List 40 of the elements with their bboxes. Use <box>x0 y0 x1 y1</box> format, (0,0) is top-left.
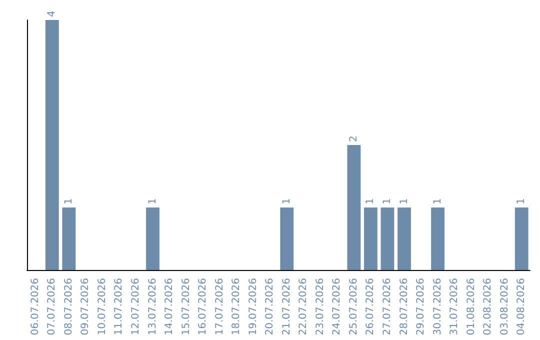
x-tick-label: 29.07.2026 <box>416 278 427 336</box>
x-tick-label: 18.07.2026 <box>231 278 242 336</box>
x-tick-label: 02.08.2026 <box>482 278 494 336</box>
x-tick-label: 23.07.2026 <box>314 278 326 336</box>
x-tick-label: 24.07.2026 <box>332 278 343 336</box>
data-label: 2 <box>348 136 360 142</box>
x-tick-label: 20.07.2026 <box>264 278 276 336</box>
x-tick-label: 11.07.2026 <box>114 278 125 336</box>
x-tick-label: 07.07.2026 <box>46 278 58 336</box>
x-tick-label: 03.08.2026 <box>499 278 510 336</box>
data-label: 1 <box>398 198 410 204</box>
x-tick-label: 28.07.2026 <box>398 278 410 336</box>
x-tick-label: 30.07.2026 <box>432 278 444 336</box>
x-tick-label: 12.07.2026 <box>130 278 142 336</box>
data-label: 1 <box>365 198 376 204</box>
x-tick-label: 17.07.2026 <box>214 278 226 336</box>
x-tick-label: 26.07.2026 <box>365 278 376 336</box>
x-tick-label: 14.07.2026 <box>164 278 176 336</box>
x-tick-label: 25.07.2026 <box>348 278 360 336</box>
x-tick-label: 27.07.2026 <box>382 278 393 336</box>
x-tick-label: 06.07.2026 <box>30 278 41 336</box>
data-label: 1 <box>432 198 444 204</box>
x-tick-label: 16.07.2026 <box>198 278 209 336</box>
x-tick-label: 08.07.2026 <box>63 278 74 336</box>
x-tick-label: 21.07.2026 <box>281 278 292 336</box>
data-label: 1 <box>281 198 292 204</box>
data-label: 1 <box>63 198 74 204</box>
x-tick-label: 22.07.2026 <box>298 278 310 336</box>
x-tick-label: 15.07.2026 <box>180 278 192 336</box>
x-tick-label: 31.07.2026 <box>449 278 460 336</box>
data-label: 1 <box>147 198 158 204</box>
data-label: 4 <box>46 10 58 17</box>
data-label: 1 <box>516 198 528 204</box>
x-tick-label: 01.08.2026 <box>466 278 477 336</box>
x-tick-label: 13.07.2026 <box>147 278 158 336</box>
x-tick-label: 19.07.2026 <box>248 278 259 336</box>
x-tick-label: 09.07.2026 <box>80 278 92 336</box>
data-label: 1 <box>382 198 393 204</box>
x-tick-label: 10.07.2026 <box>96 278 108 336</box>
x-tick-label: 04.08.2026 <box>516 278 528 336</box>
